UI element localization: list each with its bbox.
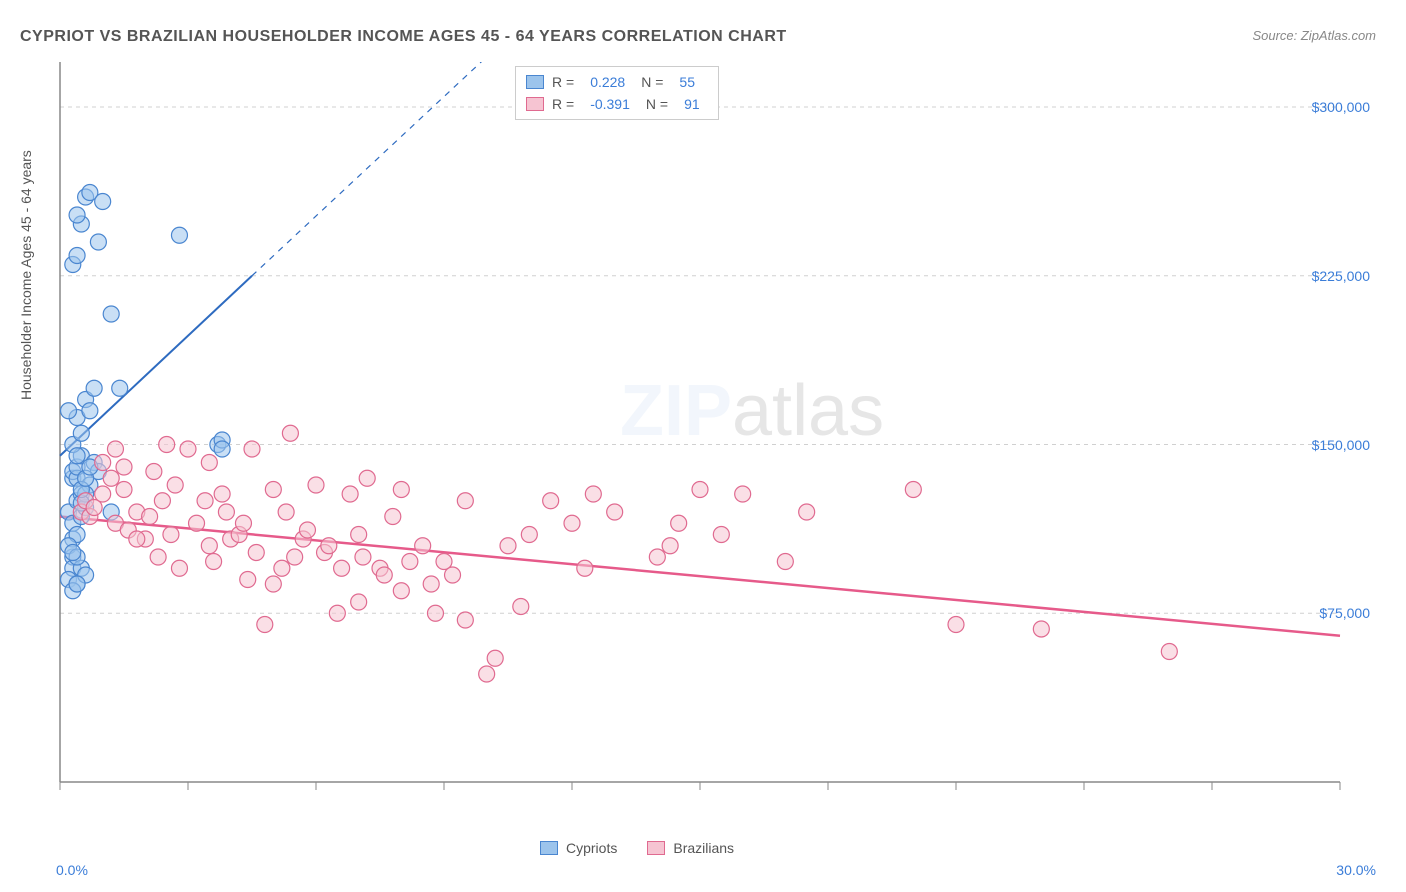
series-legend: Cypriots Brazilians — [540, 840, 734, 856]
x-axis-min-label: 0.0% — [56, 862, 88, 878]
legend-swatch-cypriots-bottom — [540, 841, 558, 855]
scatter-svg — [50, 62, 1380, 812]
y-tick-label: $75,000 — [1319, 605, 1370, 621]
source-label: Source: ZipAtlas.com — [1252, 28, 1376, 43]
x-axis-max-label: 30.0% — [1336, 862, 1376, 878]
legend-item-brazilians: Brazilians — [647, 840, 734, 856]
n-value-brazilians: 91 — [676, 96, 708, 112]
legend-swatch-brazilians-bottom — [647, 841, 665, 855]
r-value-cypriots: 0.228 — [582, 74, 633, 90]
y-tick-label: $300,000 — [1312, 99, 1370, 115]
legend-label-cypriots: Cypriots — [566, 840, 617, 856]
y-axis-label: Householder Income Ages 45 - 64 years — [18, 150, 34, 400]
plot-area — [50, 62, 1380, 812]
legend-swatch-cypriots — [526, 75, 544, 89]
legend-label-brazilians: Brazilians — [673, 840, 734, 856]
y-tick-label: $225,000 — [1312, 268, 1370, 284]
legend-row-brazilians: R = -0.391 N = 91 — [526, 93, 708, 115]
legend-item-cypriots: Cypriots — [540, 840, 617, 856]
chart-title: CYPRIOT VS BRAZILIAN HOUSEHOLDER INCOME … — [20, 28, 787, 46]
legend-row-cypriots: R = 0.228 N = 55 — [526, 71, 708, 93]
correlation-legend: R = 0.228 N = 55 R = -0.391 N = 91 — [515, 66, 719, 120]
r-value-brazilians: -0.391 — [582, 96, 638, 112]
y-tick-label: $150,000 — [1312, 437, 1370, 453]
chart-container: CYPRIOT VS BRAZILIAN HOUSEHOLDER INCOME … — [0, 0, 1406, 892]
legend-swatch-brazilians — [526, 97, 544, 111]
n-value-cypriots: 55 — [671, 74, 703, 90]
